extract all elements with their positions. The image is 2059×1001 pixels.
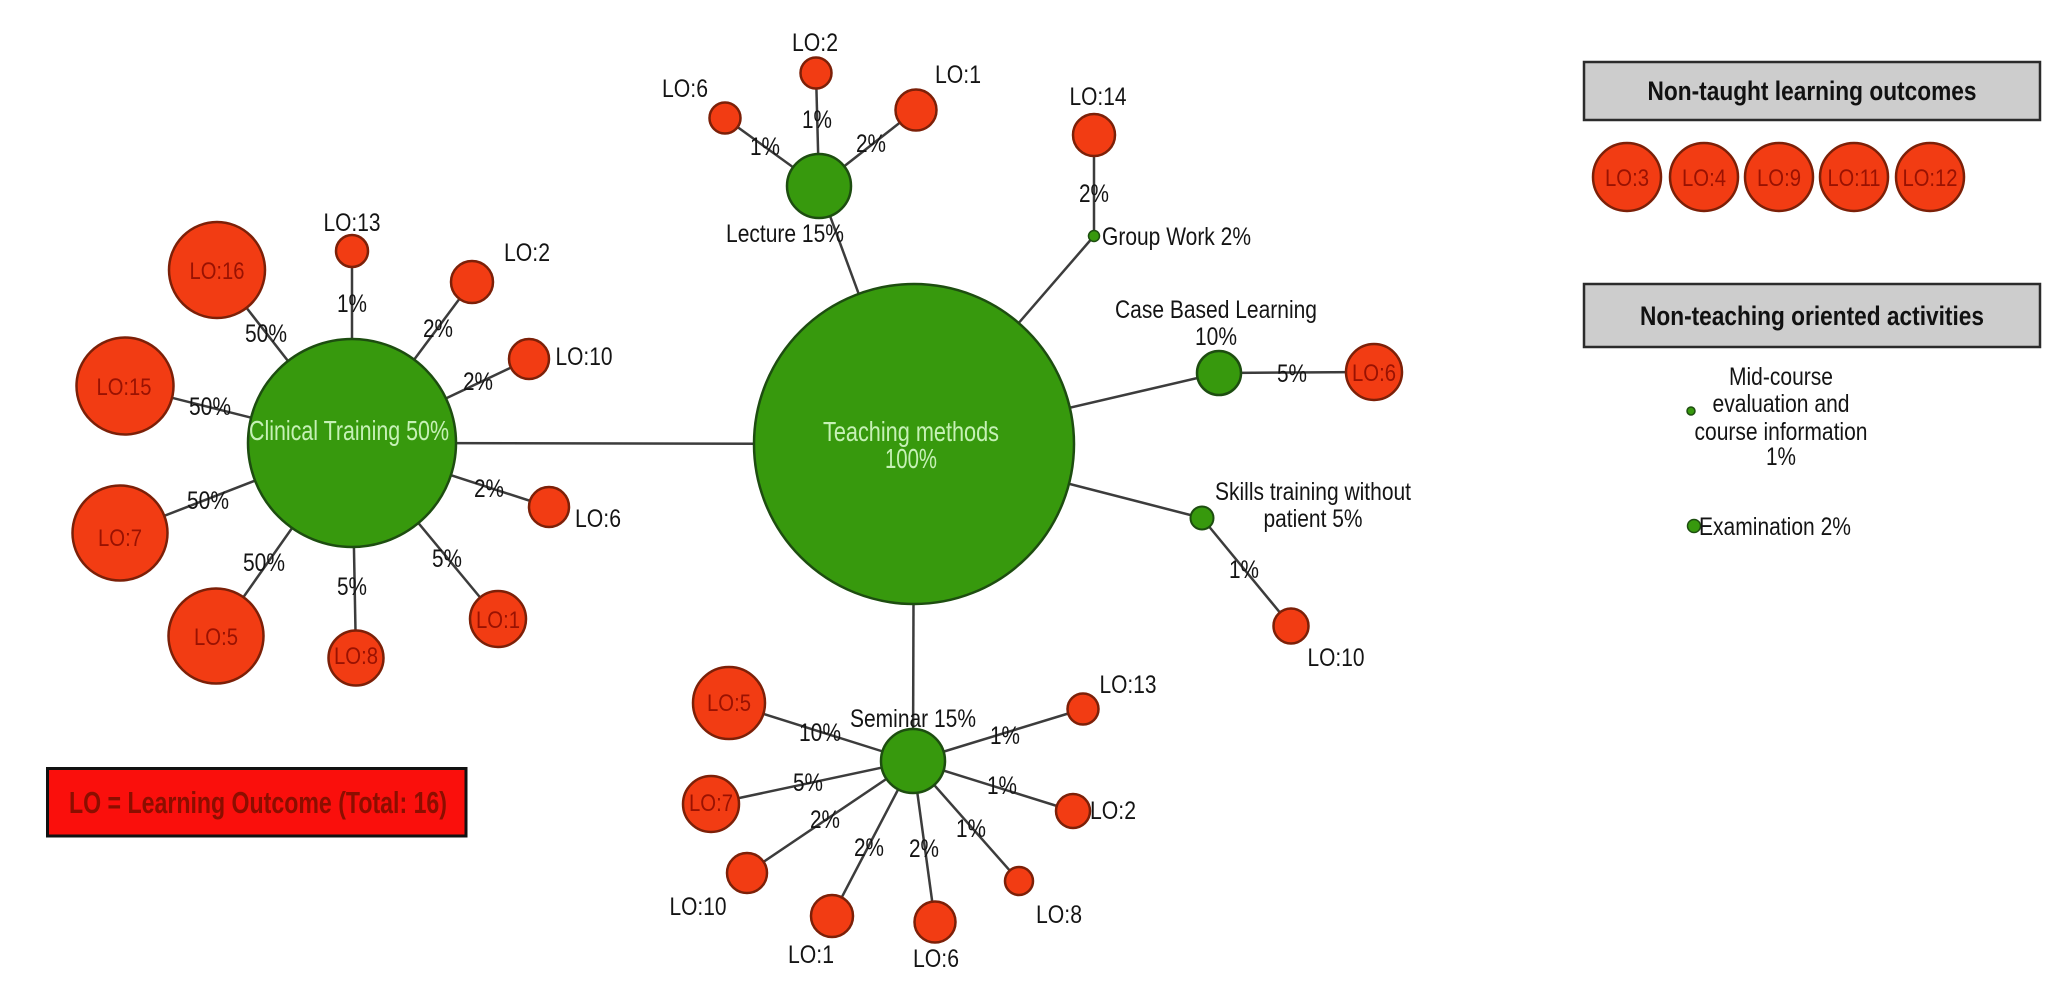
svg-text:1%: 1% <box>956 815 986 843</box>
svg-text:LO:9: LO:9 <box>1757 165 1801 192</box>
svg-text:LO:6: LO:6 <box>1352 360 1396 387</box>
svg-text:50%: 50% <box>245 320 287 348</box>
svg-text:5%: 5% <box>793 769 823 797</box>
svg-text:LO:5: LO:5 <box>194 624 238 651</box>
svg-text:50%: 50% <box>243 549 285 577</box>
svg-text:50%: 50% <box>187 487 229 515</box>
svg-text:Skills training without: Skills training without <box>1215 478 1411 506</box>
svg-text:LO:15: LO:15 <box>97 374 152 401</box>
svg-text:10%: 10% <box>1195 323 1237 351</box>
svg-text:LO:14: LO:14 <box>1070 83 1127 111</box>
svg-text:LO:3: LO:3 <box>1605 165 1649 192</box>
svg-text:LO = Learning Outcome (Total:: LO = Learning Outcome (Total: 16) <box>69 785 447 820</box>
svg-text:LO:10: LO:10 <box>556 343 613 371</box>
svg-text:50%: 50% <box>189 393 231 421</box>
svg-text:LO:8: LO:8 <box>1036 901 1082 929</box>
svg-text:2%: 2% <box>1079 180 1109 208</box>
svg-text:2%: 2% <box>423 315 453 343</box>
svg-text:LO:1: LO:1 <box>935 61 981 89</box>
svg-text:LO:10: LO:10 <box>670 893 727 921</box>
svg-text:Examination 2%: Examination 2% <box>1699 513 1851 541</box>
svg-text:evaluation and: evaluation and <box>1713 390 1850 418</box>
svg-text:100%: 100% <box>885 443 937 474</box>
svg-text:LO:5: LO:5 <box>707 690 751 717</box>
svg-text:2%: 2% <box>854 834 884 862</box>
svg-text:Group Work 2%: Group Work 2% <box>1102 223 1251 251</box>
svg-text:course information: course information <box>1695 418 1868 446</box>
svg-text:1%: 1% <box>802 106 832 134</box>
svg-text:LO:6: LO:6 <box>913 945 959 973</box>
svg-text:2%: 2% <box>856 130 886 158</box>
svg-text:2%: 2% <box>810 806 840 834</box>
svg-text:LO:8: LO:8 <box>334 643 378 670</box>
svg-text:1%: 1% <box>337 290 367 318</box>
svg-text:10%: 10% <box>799 719 841 747</box>
svg-text:5%: 5% <box>337 573 367 601</box>
svg-text:LO:13: LO:13 <box>1100 671 1157 699</box>
svg-text:Non-teaching oriented activiti: Non-teaching oriented activities <box>1640 301 1984 331</box>
svg-text:LO:1: LO:1 <box>788 941 834 969</box>
svg-text:LO:4: LO:4 <box>1682 165 1726 192</box>
svg-text:Non-taught learning outcomes: Non-taught learning outcomes <box>1648 76 1977 106</box>
svg-text:2%: 2% <box>909 835 939 863</box>
svg-text:patient 5%: patient 5% <box>1264 505 1363 533</box>
svg-text:1%: 1% <box>1766 443 1796 471</box>
svg-text:LO:16: LO:16 <box>190 258 245 285</box>
svg-text:LO:1: LO:1 <box>476 607 520 634</box>
svg-text:LO:11: LO:11 <box>1828 165 1881 192</box>
svg-text:1%: 1% <box>1229 556 1259 584</box>
svg-text:Teaching methods: Teaching methods <box>823 416 999 447</box>
svg-text:LO:6: LO:6 <box>662 75 708 103</box>
svg-text:LO:2: LO:2 <box>504 239 550 267</box>
svg-text:2%: 2% <box>474 475 504 503</box>
svg-text:LO:10: LO:10 <box>1308 644 1365 672</box>
svg-text:Seminar 15%: Seminar 15% <box>850 705 976 733</box>
svg-text:2%: 2% <box>463 368 493 396</box>
svg-text:1%: 1% <box>990 722 1020 750</box>
svg-text:Clinical Training 50%: Clinical Training 50% <box>249 415 449 446</box>
svg-text:LO:2: LO:2 <box>792 29 838 57</box>
svg-text:LO:2: LO:2 <box>1090 797 1136 825</box>
svg-text:LO:7: LO:7 <box>98 525 142 552</box>
svg-text:LO:12: LO:12 <box>1903 165 1958 192</box>
svg-text:5%: 5% <box>432 545 462 573</box>
svg-text:1%: 1% <box>750 133 780 161</box>
svg-text:LO:13: LO:13 <box>324 209 381 237</box>
svg-text:Case Based Learning: Case Based Learning <box>1115 296 1317 324</box>
svg-text:LO:6: LO:6 <box>575 505 621 533</box>
svg-text:1%: 1% <box>987 772 1017 800</box>
svg-text:Lecture 15%: Lecture 15% <box>726 220 844 248</box>
svg-text:5%: 5% <box>1277 360 1307 388</box>
svg-text:LO:7: LO:7 <box>689 790 733 817</box>
svg-text:Mid-course: Mid-course <box>1729 363 1833 391</box>
